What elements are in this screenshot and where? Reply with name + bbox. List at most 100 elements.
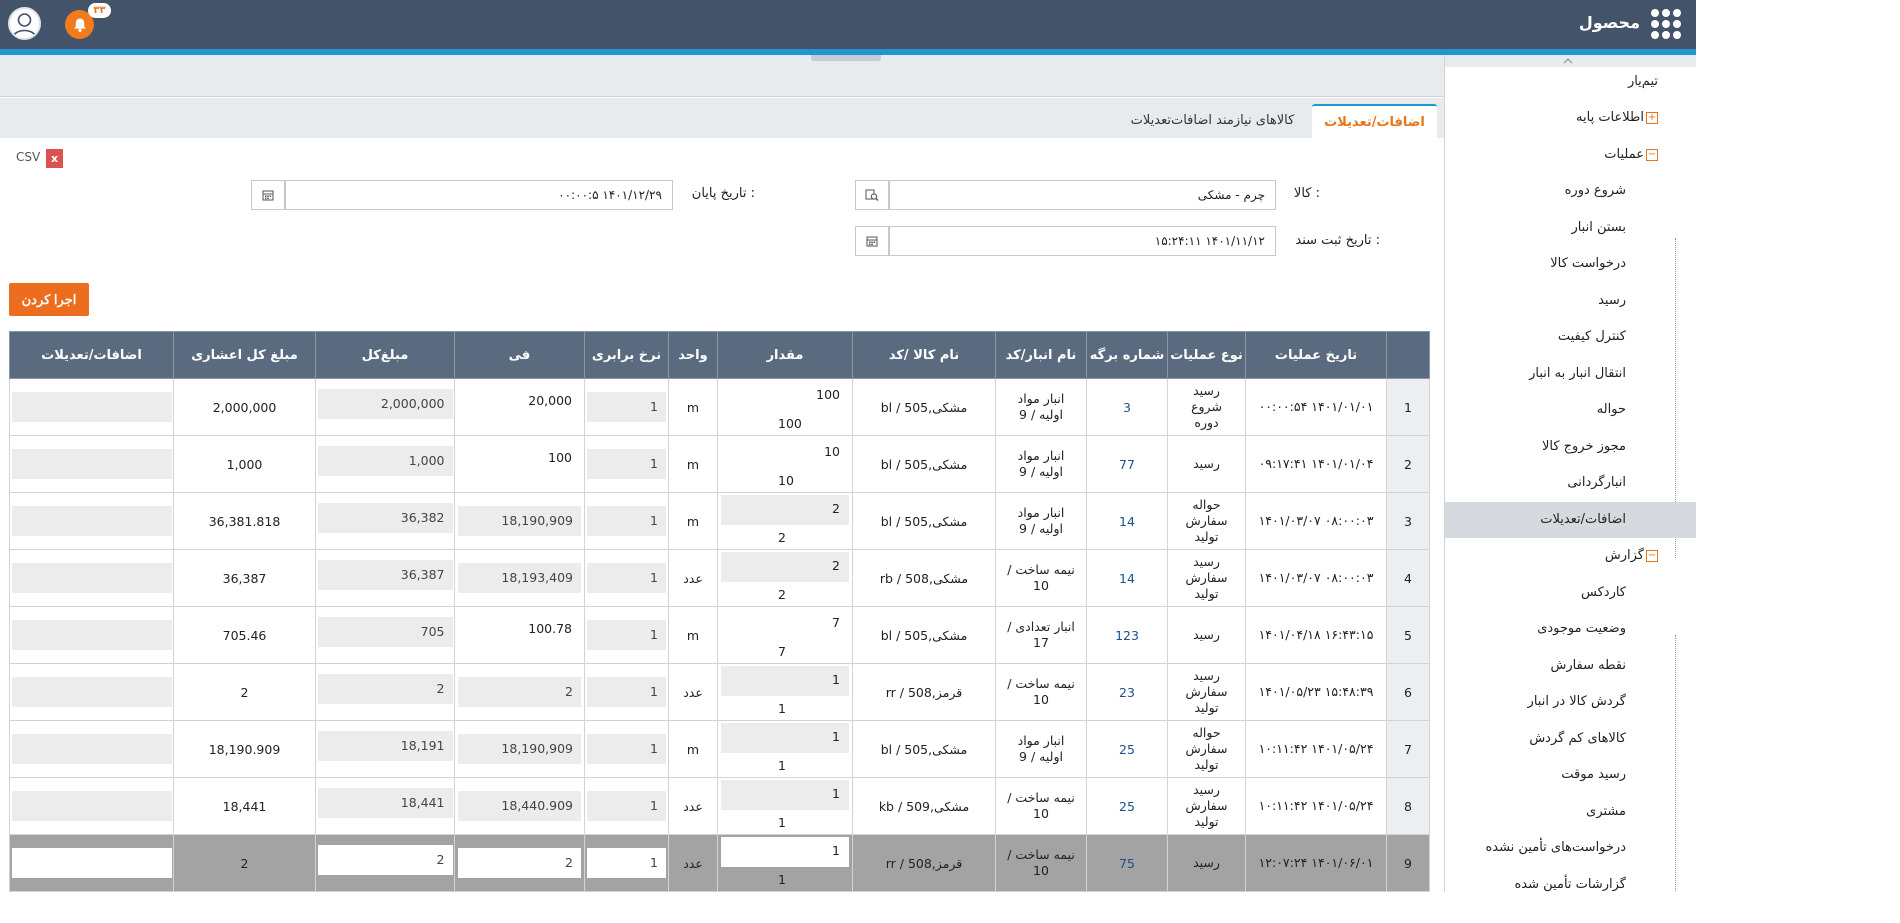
end-date-calendar-button[interactable] bbox=[251, 180, 285, 210]
table-row[interactable]: 36,387 36,387 18,193,409 1 عدد 2 2 rb / مشکی,50… bbox=[9, 549, 1430, 607]
quantity-input[interactable] bbox=[721, 723, 849, 753]
apps-grid-icon[interactable] bbox=[1651, 9, 1681, 39]
sidebar-item-teamyar[interactable]: تیم‌یار bbox=[1627, 74, 1658, 89]
sidebar-item-receipt[interactable]: رسید bbox=[1598, 293, 1626, 308]
item-search-button[interactable] bbox=[855, 180, 889, 210]
rate-input[interactable]: 1 bbox=[587, 506, 666, 536]
sidebar-item-temp-receipt[interactable]: رسید موقت bbox=[1561, 767, 1626, 782]
sheet-cell[interactable]: 23 bbox=[1086, 663, 1168, 721]
total-input[interactable]: 1,000 bbox=[317, 446, 453, 476]
sheet-cell[interactable]: 14 bbox=[1086, 549, 1168, 607]
sidebar-item-item-turnover[interactable]: گردش کالا در انبار bbox=[1527, 694, 1626, 709]
rate-input[interactable]: 1 bbox=[587, 848, 666, 878]
sheet-number-link[interactable]: 123 bbox=[1115, 627, 1139, 643]
sidebar-item-cardex[interactable]: کاردکس bbox=[1581, 585, 1626, 600]
adjustment-cell[interactable] bbox=[9, 435, 174, 493]
col-header-sheet-no[interactable]: شماره برگه bbox=[1086, 331, 1168, 379]
sidebar-item-remittance[interactable]: حواله bbox=[1596, 402, 1626, 417]
rate-input[interactable]: 1 bbox=[587, 563, 666, 593]
table-row[interactable]: 2 2 2 1 عدد 1 1 rr / 508,قرمز نیمه ساخت / 10 75 رس… bbox=[9, 834, 1430, 892]
sidebar-item-reorder-point[interactable]: نقطه سفارش bbox=[1550, 658, 1626, 673]
adjustment-input[interactable] bbox=[11, 848, 172, 878]
adjustment-cell[interactable] bbox=[9, 720, 174, 778]
col-header-total-decimal[interactable]: مبلغ کل اعشاری bbox=[173, 331, 316, 379]
adjustment-input[interactable] bbox=[11, 392, 172, 422]
total-input[interactable]: 18,191 bbox=[317, 731, 453, 761]
total-input[interactable]: 705 bbox=[317, 617, 453, 647]
sheet-cell[interactable]: 3 bbox=[1086, 378, 1168, 436]
quantity-input[interactable] bbox=[721, 780, 849, 810]
col-header-op-date[interactable]: تاریخ عملیات bbox=[1245, 331, 1387, 379]
sidebar-item-additions-adjustments[interactable]: اضافات/تعدیلات bbox=[1445, 502, 1696, 538]
adjustment-cell[interactable] bbox=[9, 378, 174, 436]
tab-items-needing-adjustments[interactable]: کالاهای نیازمند اضافات‌تعدیلات bbox=[1130, 113, 1295, 128]
sheet-cell[interactable]: 77 bbox=[1086, 435, 1168, 493]
table-vertical-scrollbar[interactable] bbox=[1430, 331, 1444, 893]
fee-input[interactable]: 18,440.909 bbox=[458, 791, 581, 821]
doc-date-field[interactable]: ۱۴۰۱/۱۱/۱۲ ۱۵:۲۴:۱۱ bbox=[889, 226, 1276, 256]
sheet-cell[interactable]: 75 bbox=[1086, 834, 1168, 892]
item-field[interactable]: چرم - مشکی bbox=[889, 180, 1276, 210]
fee-input[interactable]: 2 bbox=[458, 677, 581, 707]
total-input[interactable]: 18,441 bbox=[317, 788, 453, 818]
collapse-handle[interactable] bbox=[811, 55, 881, 61]
sidebar-item-base-info[interactable]: اطلاعات پایه + bbox=[1576, 110, 1658, 125]
sidebar-item-warehouse-transfer[interactable]: انتقال انبار به انبار bbox=[1529, 366, 1626, 381]
table-row[interactable]: 1,000 1,000 100 1 m 10 10 bl / مشکی,505 انبار مو… bbox=[9, 435, 1430, 493]
adjustment-input[interactable] bbox=[11, 791, 172, 821]
adjustment-input[interactable] bbox=[11, 677, 172, 707]
adjustment-cell[interactable] bbox=[9, 492, 174, 550]
col-header-item[interactable]: نام کالا /کد bbox=[852, 331, 996, 379]
col-header-unit[interactable]: واحد bbox=[668, 331, 718, 379]
user-avatar[interactable] bbox=[8, 7, 41, 40]
collapse-icon[interactable]: − bbox=[1646, 549, 1658, 562]
sheet-number-link[interactable]: 3 bbox=[1123, 399, 1131, 415]
rate-input[interactable]: 1 bbox=[587, 791, 666, 821]
table-row[interactable]: 36,381.818 36,382 18,190,909 1 m 2 2 bl / مشکی,… bbox=[9, 492, 1430, 550]
adjustment-cell[interactable] bbox=[9, 663, 174, 721]
table-row[interactable]: 2 2 2 1 عدد 1 1 rr / 508,قرمز نیمه ساخت / 10 23 رس… bbox=[9, 663, 1430, 721]
sheet-number-link[interactable]: 14 bbox=[1119, 513, 1135, 529]
col-header-adjustments[interactable]: اضافات/تعدیلات bbox=[9, 331, 174, 379]
sidebar-item-period-start[interactable]: شروع دوره bbox=[1564, 183, 1626, 198]
collapse-icon[interactable]: − bbox=[1646, 148, 1658, 161]
rate-input[interactable]: 1 bbox=[587, 392, 666, 422]
col-header-op-type[interactable]: نوع عملیات bbox=[1167, 331, 1246, 379]
adjustment-input[interactable] bbox=[11, 506, 172, 536]
table-row[interactable]: 18,190.909 18,191 18,190,909 1 m 1 1 bl / مشکی,… bbox=[9, 720, 1430, 778]
table-row[interactable]: 705.46 705 100.78 1 m 7 7 bl / مشکی,505 انبار تع… bbox=[9, 606, 1430, 664]
fee-input[interactable]: 2 bbox=[458, 848, 581, 878]
chevron-up-icon[interactable] bbox=[1562, 57, 1574, 65]
fee-input[interactable]: 18,193,409 bbox=[458, 563, 581, 593]
sidebar-item-operations[interactable]: عملیات − bbox=[1604, 147, 1658, 162]
sidebar-item-report[interactable]: گزارش − bbox=[1604, 548, 1658, 563]
total-input[interactable]: 36,382 bbox=[317, 503, 453, 533]
adjustment-input[interactable] bbox=[11, 734, 172, 764]
col-header-total[interactable]: مبلغ‌کل bbox=[315, 331, 455, 379]
quantity-input[interactable] bbox=[721, 837, 849, 867]
sidebar-item-slow-moving[interactable]: کالاهای کم گردش bbox=[1529, 731, 1626, 746]
table-row[interactable]: 2,000,000 2,000,000 20,000 1 m 100 100 bl / مشک… bbox=[9, 378, 1430, 436]
adjustment-cell[interactable] bbox=[9, 606, 174, 664]
sidebar-item-unsupplied-requests[interactable]: درخواست‌های تأمین نشده bbox=[1485, 840, 1626, 855]
col-header-rate[interactable]: نرخ برابری bbox=[584, 331, 669, 379]
sheet-number-link[interactable]: 75 bbox=[1119, 855, 1135, 871]
sidebar-item-supplied-reports[interactable]: گزارشات تأمین شده bbox=[1514, 877, 1627, 892]
sidebar-item-quality-control[interactable]: کنترل کیفیت bbox=[1557, 329, 1626, 344]
fee-input[interactable]: 18,190,909 bbox=[458, 506, 581, 536]
adjustment-cell[interactable] bbox=[9, 549, 174, 607]
doc-date-calendar-button[interactable] bbox=[855, 226, 889, 256]
adjustment-cell[interactable] bbox=[9, 777, 174, 835]
col-header-quantity[interactable]: مقدار bbox=[717, 331, 853, 379]
total-input[interactable]: 2,000,000 bbox=[317, 389, 453, 419]
sheet-cell[interactable]: 14 bbox=[1086, 492, 1168, 550]
adjustment-input[interactable] bbox=[11, 620, 172, 650]
adjustment-input[interactable] bbox=[11, 449, 172, 479]
quantity-input[interactable] bbox=[721, 552, 849, 582]
sheet-cell[interactable]: 123 bbox=[1086, 606, 1168, 664]
sheet-number-link[interactable]: 77 bbox=[1119, 456, 1135, 472]
csv-export-label[interactable]: CSV bbox=[16, 150, 41, 164]
sidebar-item-stock-status[interactable]: وضعیت موجودی bbox=[1537, 621, 1626, 636]
total-input[interactable]: 36,387 bbox=[317, 560, 453, 590]
sheet-cell[interactable]: 25 bbox=[1086, 777, 1168, 835]
